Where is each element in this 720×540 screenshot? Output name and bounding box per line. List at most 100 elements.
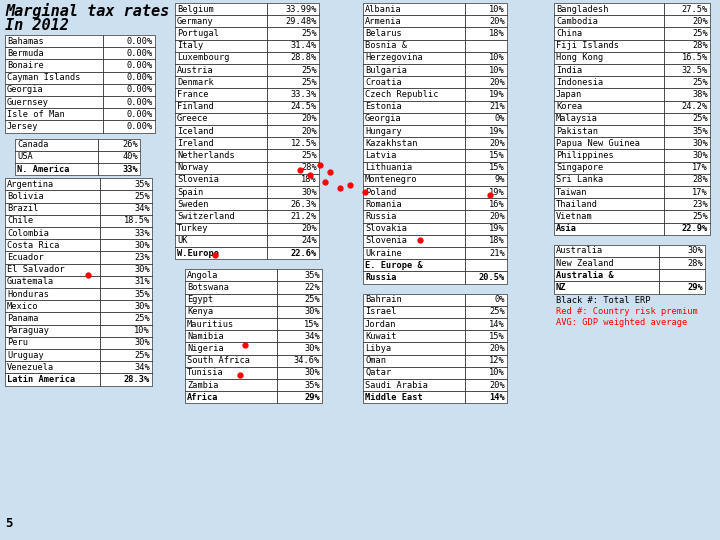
Text: Papua New Guinea: Papua New Guinea: [556, 139, 640, 148]
Text: 30%: 30%: [134, 265, 150, 274]
Text: Middle East: Middle East: [365, 393, 423, 402]
Bar: [185, 355, 277, 367]
Bar: [5, 59, 103, 72]
Text: Colombia: Colombia: [7, 228, 49, 238]
Text: Bahrain: Bahrain: [365, 295, 402, 304]
Text: 0.00%: 0.00%: [127, 122, 153, 131]
Text: Kazakhstan: Kazakhstan: [365, 139, 418, 148]
Text: Estonia: Estonia: [365, 102, 402, 111]
Text: 25%: 25%: [692, 212, 708, 221]
Bar: [185, 281, 277, 294]
Text: 25%: 25%: [692, 29, 708, 38]
Text: Slovenia: Slovenia: [177, 176, 219, 184]
Bar: [363, 306, 465, 318]
Bar: [103, 108, 155, 120]
Bar: [5, 108, 103, 120]
Text: 34%: 34%: [134, 204, 150, 213]
Text: 15%: 15%: [490, 163, 505, 172]
Text: France: France: [177, 90, 209, 99]
Text: 0.00%: 0.00%: [127, 73, 153, 82]
Bar: [554, 64, 664, 76]
Bar: [554, 161, 664, 174]
Text: 30%: 30%: [134, 302, 150, 311]
Text: 19%: 19%: [490, 187, 505, 197]
Text: Finland: Finland: [177, 102, 214, 111]
Text: 15%: 15%: [305, 320, 320, 329]
Bar: [100, 313, 152, 325]
Bar: [664, 15, 710, 28]
Text: Philippines: Philippines: [556, 151, 613, 160]
Bar: [103, 120, 155, 133]
Text: Czech Republic: Czech Republic: [365, 90, 438, 99]
Bar: [5, 337, 100, 349]
Text: 21%: 21%: [490, 248, 505, 258]
Bar: [175, 198, 267, 211]
Bar: [664, 186, 710, 198]
Text: 20%: 20%: [301, 114, 317, 124]
Text: 16.5%: 16.5%: [682, 53, 708, 63]
Text: Israel: Israel: [365, 307, 397, 316]
Text: Brazil: Brazil: [7, 204, 38, 213]
Text: 25%: 25%: [301, 151, 317, 160]
Text: 22.9%: 22.9%: [682, 224, 708, 233]
Bar: [267, 52, 319, 64]
Bar: [664, 113, 710, 125]
Bar: [363, 174, 465, 186]
Text: Tunisia: Tunisia: [187, 368, 224, 377]
Bar: [185, 367, 277, 379]
Text: Sri Lanka: Sri Lanka: [556, 176, 603, 184]
Text: 35%: 35%: [134, 289, 150, 299]
Bar: [363, 294, 465, 306]
Bar: [664, 198, 710, 211]
Text: Bolivia: Bolivia: [7, 192, 44, 201]
Bar: [175, 64, 267, 76]
Bar: [465, 52, 507, 64]
Bar: [267, 3, 319, 15]
Bar: [554, 245, 659, 257]
Text: 35%: 35%: [305, 271, 320, 280]
Text: 14%: 14%: [490, 320, 505, 329]
Text: Spain: Spain: [177, 187, 203, 197]
Bar: [175, 39, 267, 52]
Text: Netherlands: Netherlands: [177, 151, 235, 160]
Bar: [267, 150, 319, 161]
Bar: [554, 269, 659, 281]
Bar: [175, 28, 267, 39]
Bar: [277, 330, 322, 342]
Text: 19%: 19%: [490, 224, 505, 233]
Bar: [554, 39, 664, 52]
Bar: [554, 186, 664, 198]
Bar: [664, 211, 710, 222]
Bar: [175, 76, 267, 89]
Text: Singapore: Singapore: [556, 163, 603, 172]
Bar: [100, 349, 152, 361]
Bar: [5, 84, 103, 96]
Text: Bosnia &: Bosnia &: [365, 41, 407, 50]
Text: 17%: 17%: [692, 187, 708, 197]
Text: Croatia: Croatia: [365, 78, 402, 87]
Bar: [5, 361, 100, 373]
Text: 12.5%: 12.5%: [291, 139, 317, 148]
Bar: [267, 39, 319, 52]
Bar: [465, 272, 507, 284]
Bar: [100, 300, 152, 313]
Text: 25%: 25%: [692, 78, 708, 87]
Text: 30%: 30%: [305, 307, 320, 316]
Text: Romania: Romania: [365, 200, 402, 209]
Text: AVG: GDP weighted average: AVG: GDP weighted average: [556, 318, 688, 327]
Text: Cayman Islands: Cayman Islands: [7, 73, 81, 82]
Bar: [103, 96, 155, 108]
Bar: [267, 211, 319, 222]
Bar: [664, 174, 710, 186]
Text: 17%: 17%: [692, 163, 708, 172]
Bar: [465, 113, 507, 125]
Text: 28%: 28%: [301, 163, 317, 172]
Text: 25%: 25%: [692, 114, 708, 124]
Text: Red #: Country risk premium: Red #: Country risk premium: [556, 307, 698, 315]
Bar: [465, 342, 507, 355]
Bar: [554, 100, 664, 113]
Text: Japan: Japan: [556, 90, 582, 99]
Bar: [267, 198, 319, 211]
Text: 33%: 33%: [134, 228, 150, 238]
Text: Black #: Total ERP: Black #: Total ERP: [556, 295, 650, 305]
